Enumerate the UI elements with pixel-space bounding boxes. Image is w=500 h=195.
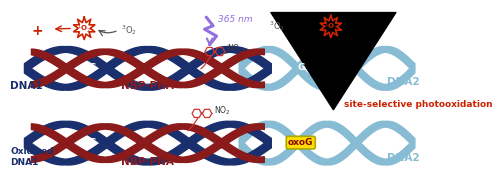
Polygon shape xyxy=(320,15,342,38)
Text: 365 nm: 365 nm xyxy=(218,15,253,24)
Text: +: + xyxy=(32,24,44,38)
Polygon shape xyxy=(74,17,95,40)
Text: $^3$O$_2$: $^3$O$_2$ xyxy=(268,19,284,33)
Text: NBP-PNA: NBP-PNA xyxy=(122,81,174,91)
Text: G: G xyxy=(88,138,96,147)
Text: NO$_2$: NO$_2$ xyxy=(214,105,230,117)
Text: Oxidized
DNA1: Oxidized DNA1 xyxy=(10,147,54,167)
Text: DNA2: DNA2 xyxy=(386,153,420,163)
Text: NO$_2$: NO$_2$ xyxy=(227,43,244,55)
Text: G: G xyxy=(297,63,304,72)
Text: $^1$O$_2$: $^1$O$_2$ xyxy=(324,20,338,33)
Text: site-selective photooxidation: site-selective photooxidation xyxy=(344,100,492,109)
Text: G: G xyxy=(88,63,96,72)
Text: DNA1: DNA1 xyxy=(10,81,43,91)
Text: $^1$O$_2$: $^1$O$_2$ xyxy=(77,22,91,35)
Text: NBP-PNA: NBP-PNA xyxy=(122,157,174,167)
Text: oxoG: oxoG xyxy=(288,138,314,147)
Text: $^3$O$_2$: $^3$O$_2$ xyxy=(121,23,137,37)
Text: DNA2: DNA2 xyxy=(386,77,420,88)
